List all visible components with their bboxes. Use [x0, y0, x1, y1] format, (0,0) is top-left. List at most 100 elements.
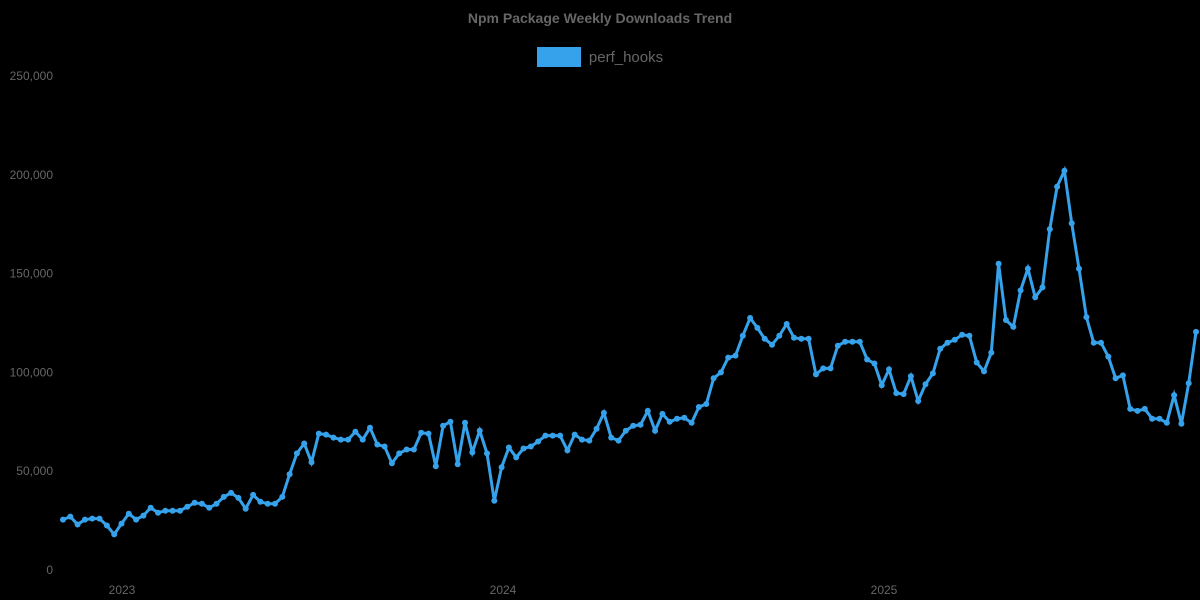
- data-point[interactable]: [425, 430, 432, 437]
- data-point[interactable]: [1193, 328, 1199, 335]
- data-point[interactable]: [652, 427, 659, 434]
- data-point[interactable]: [1112, 375, 1119, 382]
- data-point[interactable]: [856, 338, 863, 345]
- data-point[interactable]: [717, 369, 724, 376]
- data-point[interactable]: [315, 430, 322, 437]
- data-point[interactable]: [937, 345, 944, 352]
- data-point[interactable]: [337, 436, 344, 443]
- data-point[interactable]: [878, 382, 885, 389]
- data-point[interactable]: [140, 512, 147, 519]
- data-point[interactable]: [644, 407, 651, 414]
- data-point[interactable]: [242, 505, 249, 512]
- data-point[interactable]: [1083, 314, 1090, 321]
- data-point[interactable]: [761, 335, 768, 342]
- data-point[interactable]: [593, 425, 600, 432]
- data-point[interactable]: [915, 398, 922, 404]
- data-point[interactable]: [732, 352, 739, 359]
- data-point[interactable]: [542, 432, 549, 439]
- data-point[interactable]: [272, 500, 278, 507]
- data-point[interactable]: [1039, 284, 1046, 291]
- data-point[interactable]: [381, 443, 388, 450]
- data-point[interactable]: [688, 419, 695, 426]
- data-point[interactable]: [125, 510, 132, 517]
- data-point[interactable]: [469, 449, 476, 456]
- data-point[interactable]: [454, 461, 461, 468]
- data-point[interactable]: [162, 507, 169, 514]
- data-point[interactable]: [608, 434, 615, 441]
- data-point[interactable]: [491, 497, 498, 504]
- data-point[interactable]: [89, 515, 96, 522]
- data-point[interactable]: [586, 437, 593, 444]
- data-point[interactable]: [549, 432, 556, 439]
- data-point[interactable]: [564, 447, 571, 454]
- data-point[interactable]: [96, 515, 103, 522]
- data-point[interactable]: [834, 342, 841, 349]
- data-point[interactable]: [907, 373, 914, 380]
- data-point[interactable]: [929, 370, 936, 377]
- data-point[interactable]: [959, 331, 966, 338]
- data-point[interactable]: [410, 446, 417, 453]
- data-point[interactable]: [169, 507, 176, 514]
- data-point[interactable]: [374, 441, 381, 448]
- data-point[interactable]: [118, 520, 125, 527]
- data-point[interactable]: [1002, 317, 1009, 323]
- data-point[interactable]: [659, 410, 666, 417]
- data-point[interactable]: [776, 332, 783, 339]
- data-point[interactable]: [981, 368, 987, 375]
- data-point[interactable]: [1127, 405, 1134, 412]
- data-point[interactable]: [388, 460, 395, 467]
- data-point[interactable]: [279, 493, 286, 500]
- data-point[interactable]: [352, 428, 359, 435]
- data-point[interactable]: [111, 531, 118, 538]
- data-point[interactable]: [476, 427, 483, 434]
- data-point[interactable]: [827, 365, 834, 372]
- data-point[interactable]: [893, 390, 900, 397]
- data-point[interactable]: [206, 504, 213, 511]
- data-point[interactable]: [1156, 415, 1163, 422]
- data-point[interactable]: [403, 446, 410, 453]
- data-point[interactable]: [257, 498, 264, 505]
- data-point[interactable]: [198, 500, 205, 507]
- data-point[interactable]: [184, 503, 191, 510]
- data-point[interactable]: [1178, 420, 1185, 427]
- data-point[interactable]: [535, 438, 542, 445]
- data-point[interactable]: [674, 415, 680, 422]
- data-point[interactable]: [177, 507, 183, 514]
- data-point[interactable]: [820, 365, 827, 372]
- data-point[interactable]: [250, 491, 257, 498]
- data-point[interactable]: [995, 260, 1002, 267]
- data-point[interactable]: [681, 414, 688, 421]
- data-point[interactable]: [520, 445, 527, 452]
- data-point[interactable]: [396, 450, 403, 457]
- data-point[interactable]: [264, 500, 271, 507]
- data-point[interactable]: [966, 332, 973, 339]
- data-point[interactable]: [769, 341, 775, 348]
- data-point[interactable]: [615, 437, 622, 444]
- data-point[interactable]: [67, 513, 74, 520]
- data-point[interactable]: [301, 440, 308, 447]
- data-point[interactable]: [725, 354, 732, 361]
- data-point[interactable]: [1068, 220, 1075, 227]
- data-point[interactable]: [235, 494, 242, 501]
- data-point[interactable]: [871, 360, 878, 367]
- data-point[interactable]: [308, 459, 315, 466]
- data-point[interactable]: [637, 421, 644, 428]
- data-point[interactable]: [739, 332, 746, 339]
- data-point[interactable]: [805, 335, 812, 342]
- data-point[interactable]: [1141, 405, 1148, 412]
- data-point[interactable]: [527, 443, 534, 450]
- data-point[interactable]: [842, 338, 849, 345]
- data-point[interactable]: [1061, 167, 1068, 174]
- data-point[interactable]: [630, 422, 637, 429]
- data-point[interactable]: [1163, 419, 1170, 426]
- data-point[interactable]: [155, 509, 161, 516]
- data-point[interactable]: [1054, 183, 1061, 190]
- data-point[interactable]: [849, 338, 856, 345]
- data-point[interactable]: [81, 516, 88, 523]
- data-point[interactable]: [1032, 294, 1039, 301]
- data-point[interactable]: [213, 500, 220, 507]
- data-point[interactable]: [695, 404, 702, 410]
- data-point[interactable]: [513, 454, 520, 461]
- data-point[interactable]: [1017, 287, 1024, 294]
- data-point[interactable]: [293, 450, 300, 457]
